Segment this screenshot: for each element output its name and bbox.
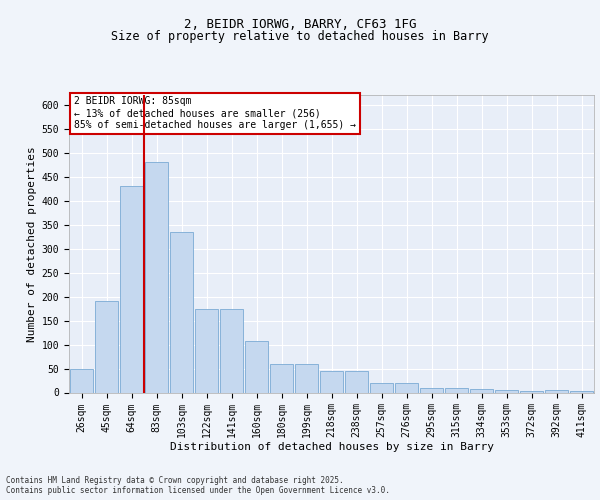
Bar: [370, 383, 394, 392]
Bar: [70, 368, 94, 392]
Bar: [320, 372, 343, 392]
Bar: [545, 390, 568, 392]
Text: Contains HM Land Registry data © Crown copyright and database right 2025.
Contai: Contains HM Land Registry data © Crown c…: [6, 476, 390, 495]
Bar: [520, 390, 544, 392]
Text: Size of property relative to detached houses in Barry: Size of property relative to detached ho…: [111, 30, 489, 43]
Bar: [344, 372, 368, 392]
Bar: [569, 391, 593, 392]
Bar: [494, 390, 518, 392]
Bar: [194, 308, 218, 392]
Bar: [445, 388, 469, 392]
Bar: [145, 162, 169, 392]
Bar: [170, 232, 193, 392]
X-axis label: Distribution of detached houses by size in Barry: Distribution of detached houses by size …: [170, 442, 493, 452]
Bar: [295, 364, 319, 392]
Bar: [220, 308, 244, 392]
Bar: [395, 383, 418, 392]
Bar: [245, 340, 268, 392]
Y-axis label: Number of detached properties: Number of detached properties: [28, 146, 37, 342]
Text: 2, BEIDR IORWG, BARRY, CF63 1FG: 2, BEIDR IORWG, BARRY, CF63 1FG: [184, 18, 416, 30]
Bar: [95, 302, 118, 392]
Text: 2 BEIDR IORWG: 85sqm
← 13% of detached houses are smaller (256)
85% of semi-deta: 2 BEIDR IORWG: 85sqm ← 13% of detached h…: [74, 96, 356, 130]
Bar: [470, 389, 493, 392]
Bar: [419, 388, 443, 392]
Bar: [269, 364, 293, 392]
Bar: [119, 186, 143, 392]
